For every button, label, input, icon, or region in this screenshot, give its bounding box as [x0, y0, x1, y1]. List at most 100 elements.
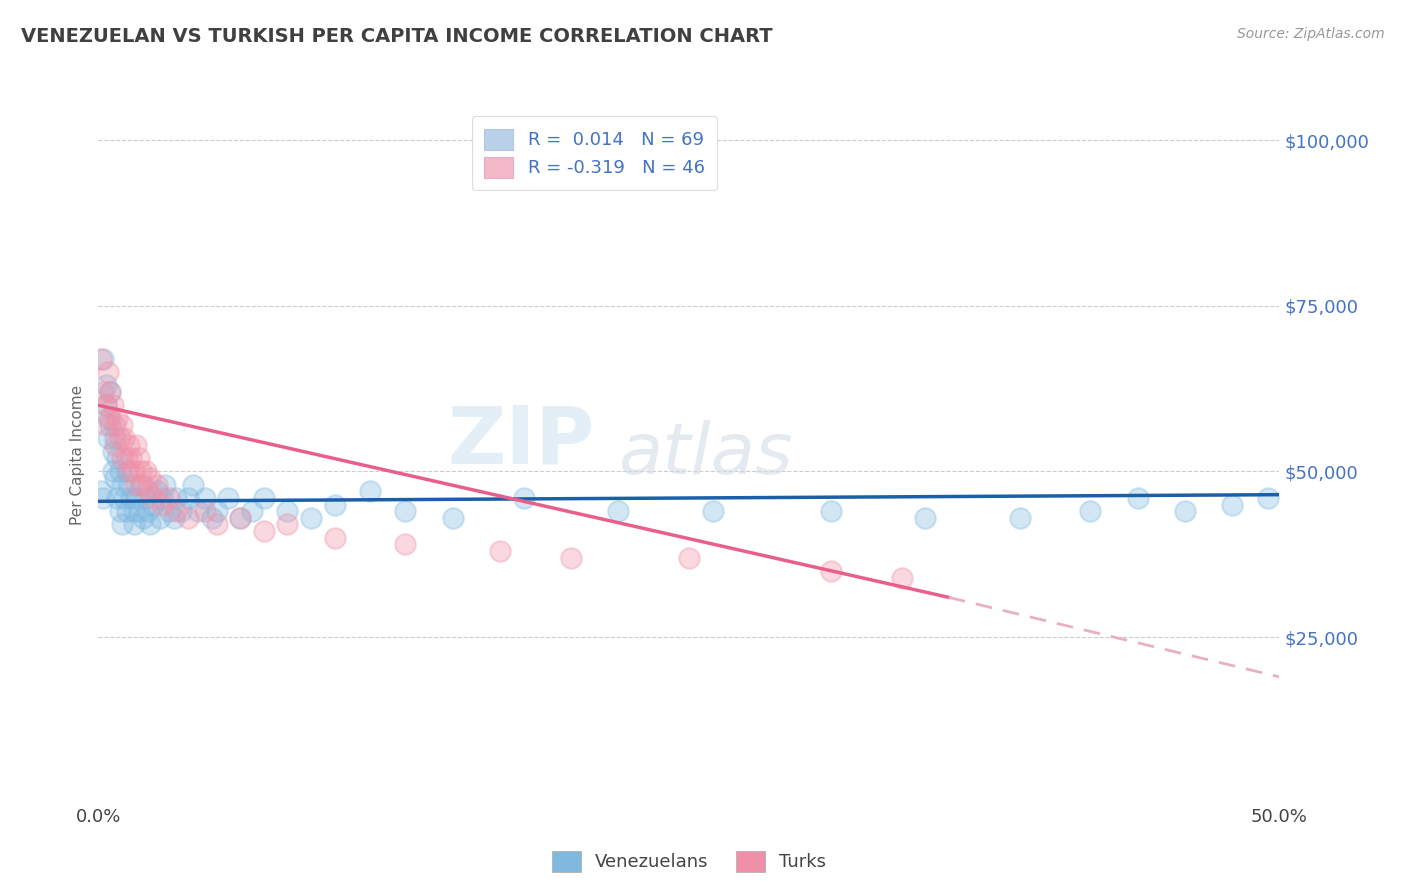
Point	[163, 511, 186, 525]
Point	[136, 484, 159, 499]
Point	[112, 431, 135, 445]
Point	[98, 418, 121, 433]
Point	[146, 477, 169, 491]
Point	[125, 438, 148, 452]
Point	[108, 465, 131, 479]
Point	[112, 491, 135, 505]
Point	[91, 384, 114, 399]
Point	[489, 544, 512, 558]
Point	[276, 517, 298, 532]
Point	[115, 465, 138, 479]
Point	[914, 511, 936, 525]
Point	[108, 431, 131, 445]
Point	[98, 411, 121, 425]
Point	[157, 504, 180, 518]
Point	[139, 517, 162, 532]
Point	[105, 451, 128, 466]
Point	[170, 504, 193, 518]
Point	[111, 451, 134, 466]
Point	[323, 498, 346, 512]
Point	[276, 504, 298, 518]
Point	[194, 491, 217, 505]
Point	[104, 418, 127, 433]
Point	[1257, 491, 1279, 505]
Point	[359, 484, 381, 499]
Point	[94, 378, 117, 392]
Point	[1080, 504, 1102, 518]
Point	[94, 398, 117, 412]
Point	[177, 511, 200, 525]
Text: ZIP: ZIP	[447, 402, 595, 480]
Y-axis label: Per Capita Income: Per Capita Income	[69, 384, 84, 525]
Point	[104, 471, 127, 485]
Point	[820, 504, 842, 518]
Point	[115, 451, 138, 466]
Point	[101, 444, 124, 458]
Point	[181, 477, 204, 491]
Point	[136, 504, 159, 518]
Point	[132, 477, 155, 491]
Point	[607, 504, 630, 518]
Point	[299, 511, 322, 525]
Point	[205, 517, 228, 532]
Point	[104, 431, 127, 445]
Point	[240, 504, 263, 518]
Point	[101, 398, 124, 412]
Point	[118, 438, 141, 452]
Point	[111, 517, 134, 532]
Point	[128, 504, 150, 518]
Point	[702, 504, 724, 518]
Point	[253, 524, 276, 538]
Point	[122, 465, 145, 479]
Point	[118, 465, 141, 479]
Point	[201, 511, 224, 525]
Point	[150, 498, 173, 512]
Point	[394, 537, 416, 551]
Point	[111, 477, 134, 491]
Point	[132, 511, 155, 525]
Point	[91, 351, 114, 366]
Point	[1174, 504, 1197, 518]
Point	[177, 491, 200, 505]
Point	[165, 491, 187, 505]
Point	[146, 484, 169, 499]
Point	[108, 504, 131, 518]
Point	[560, 550, 582, 565]
Point	[129, 477, 152, 491]
Point	[229, 511, 252, 525]
Point	[229, 511, 252, 525]
Point	[217, 491, 239, 505]
Point	[1008, 511, 1031, 525]
Point	[122, 504, 145, 518]
Point	[441, 511, 464, 525]
Point	[142, 491, 165, 505]
Point	[97, 365, 120, 379]
Point	[94, 418, 117, 433]
Point	[91, 491, 114, 505]
Point	[105, 491, 128, 505]
Point	[253, 491, 276, 505]
Point	[142, 498, 165, 512]
Point	[90, 351, 112, 366]
Point	[121, 491, 143, 505]
Point	[129, 465, 152, 479]
Point	[111, 418, 134, 433]
Point	[98, 384, 121, 399]
Point	[105, 411, 128, 425]
Text: Source: ZipAtlas.com: Source: ZipAtlas.com	[1237, 27, 1385, 41]
Point	[94, 398, 117, 412]
Point	[323, 531, 346, 545]
Point	[1220, 498, 1243, 512]
Text: VENEZUELAN VS TURKISH PER CAPITA INCOME CORRELATION CHART: VENEZUELAN VS TURKISH PER CAPITA INCOME …	[21, 27, 773, 45]
Point	[125, 477, 148, 491]
Point	[149, 511, 172, 525]
Point	[678, 550, 700, 565]
Point	[98, 384, 121, 399]
Point	[115, 504, 138, 518]
Point	[135, 491, 157, 505]
Point	[101, 465, 124, 479]
Point	[90, 484, 112, 499]
Point	[890, 570, 912, 584]
Point	[121, 451, 143, 466]
Point	[118, 477, 141, 491]
